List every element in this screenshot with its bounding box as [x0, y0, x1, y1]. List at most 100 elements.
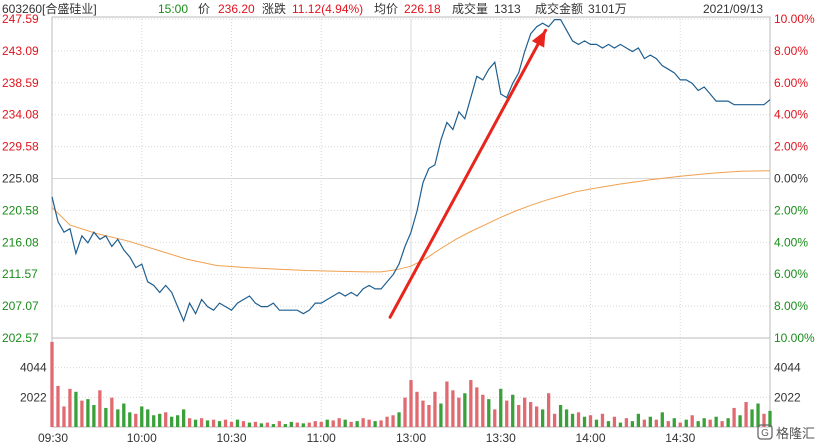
right-tick-label: 10.00%	[774, 331, 815, 345]
volume-tick-label-right: 2022	[774, 390, 801, 404]
volume-bar	[187, 418, 192, 427]
volume-bar	[337, 418, 341, 427]
volume-bar	[355, 421, 359, 427]
volume-bars	[50, 341, 772, 427]
left-tick-label: 207.07	[2, 299, 39, 313]
volume-bar	[211, 419, 216, 427]
volume-bar	[487, 399, 491, 427]
volume-bar	[223, 419, 228, 427]
header-volume-label: 成交量	[452, 1, 488, 16]
volume-bar	[588, 415, 593, 427]
volume-bar	[690, 415, 694, 427]
volume-bar	[517, 404, 521, 427]
right-tick-label: 4.00%	[774, 108, 808, 122]
volume-bar	[253, 421, 258, 427]
volume-bar	[457, 397, 461, 427]
volume-bar	[217, 421, 222, 427]
watermark-text: 格隆汇	[776, 426, 815, 441]
volume-bar	[116, 409, 120, 427]
volume-tick-label: 4044	[20, 361, 47, 375]
left-tick-label: 225.08	[2, 172, 39, 186]
header-amount: 3101万	[588, 2, 627, 16]
time-tick-label: 13:00	[396, 431, 426, 445]
left-tick-label: 229.58	[2, 140, 39, 154]
volume-bar	[564, 409, 569, 427]
volume-bar	[92, 404, 96, 427]
trend-arrow-annotation	[388, 28, 548, 319]
left-tick-label: 234.08	[2, 108, 39, 122]
volume-bar	[421, 400, 425, 427]
volume-bar	[68, 388, 72, 427]
volume-bar	[523, 397, 527, 427]
volume-bar	[708, 419, 712, 427]
header-price: 236.20	[218, 2, 255, 16]
header-price-label: 价	[198, 2, 210, 16]
volume-bar	[529, 402, 533, 427]
volume-bar	[152, 415, 156, 427]
volume-bar	[56, 385, 60, 427]
volume-bar	[535, 406, 539, 427]
volume-bar	[762, 413, 766, 427]
volume-bar	[134, 413, 138, 427]
volume-bar	[181, 409, 186, 427]
volume-bar	[558, 404, 563, 427]
volume-bar	[696, 421, 700, 427]
volume-bar	[720, 421, 724, 427]
volume-bar	[74, 391, 78, 427]
volume-bar	[199, 418, 204, 427]
volume-bar	[277, 421, 282, 427]
volume-axis: 4044 4044 2022 2022	[20, 361, 801, 405]
volume-bar	[570, 413, 575, 427]
volume-bar	[349, 421, 353, 427]
volume-bar	[80, 400, 84, 427]
left-tick-label: 238.59	[2, 76, 39, 90]
volume-bar	[768, 410, 772, 427]
volume-bar	[98, 390, 102, 427]
volume-bar	[702, 418, 706, 427]
left-price-axis: 247.59 243.09 238.59 234.08 229.58 225.08 220.…	[2, 12, 39, 345]
volume-bar	[672, 418, 676, 427]
right-tick-label: 8.00%	[774, 299, 808, 313]
left-tick-label: 211.57	[2, 267, 38, 281]
volume-bar	[259, 423, 264, 427]
volume-bar	[361, 418, 365, 427]
volume-bar	[660, 412, 664, 427]
time-tick-label: 13:30	[486, 431, 516, 445]
time-tick-label: 11:00	[307, 431, 336, 445]
volume-bar	[511, 394, 515, 427]
volume-bar	[104, 407, 108, 427]
volume-bar	[193, 419, 198, 427]
volume-bar	[313, 421, 317, 427]
arrow-shaft	[388, 28, 548, 319]
volume-bar	[451, 390, 455, 427]
volume-bar	[582, 416, 587, 427]
volume-bar	[235, 419, 240, 427]
arrow-head	[531, 30, 546, 48]
header-volume: 1313	[494, 2, 521, 16]
volume-bar	[756, 403, 760, 427]
volume-bar	[666, 421, 670, 427]
volume-bar	[576, 412, 581, 427]
volume-bar	[158, 413, 162, 427]
volume-bar	[307, 422, 311, 427]
grid	[51, 16, 771, 428]
volume-bar	[319, 421, 323, 427]
volume-bar	[439, 403, 443, 427]
volume-bar	[499, 388, 503, 427]
left-tick-label: 243.09	[2, 44, 39, 58]
volume-bar	[546, 393, 551, 427]
svg-text:G: G	[761, 428, 769, 439]
volume-bar	[110, 397, 114, 427]
volume-bar	[433, 391, 437, 427]
volume-bar	[62, 406, 66, 427]
volume-bar	[726, 418, 730, 427]
volume-bar	[205, 420, 210, 427]
volume-bar	[636, 413, 641, 427]
price-line-layer	[51, 19, 771, 323]
volume-bar	[463, 393, 467, 427]
right-tick-label: 6.00%	[774, 267, 808, 281]
time-tick-label: 10:00	[127, 431, 157, 445]
time-axis: 09:30 10:00 10:30 11:00 13:00 13:30 14:00 14:30	[38, 431, 696, 445]
volume-bar	[600, 413, 605, 427]
